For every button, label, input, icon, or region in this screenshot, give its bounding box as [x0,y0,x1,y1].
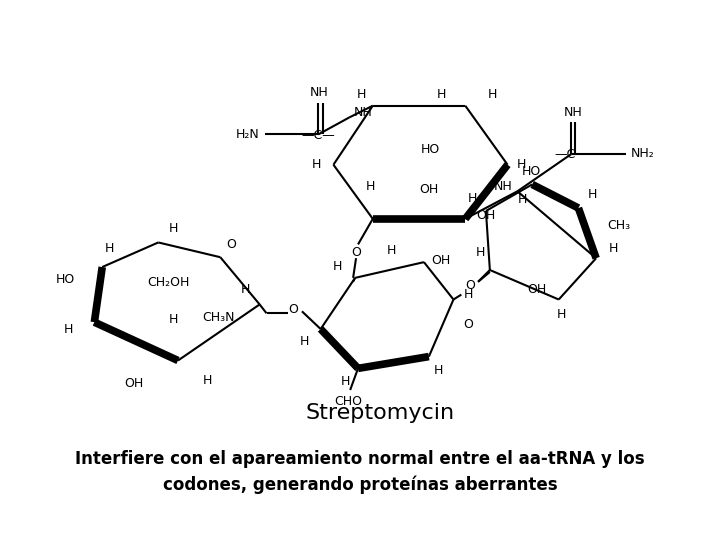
Text: NH: NH [354,106,373,119]
Text: H: H [468,192,477,205]
Text: H: H [168,313,178,326]
Text: —C—: —C— [554,148,588,161]
Text: OH: OH [477,210,496,222]
Text: O: O [226,238,236,251]
Text: —C—: —C— [302,129,336,141]
Text: NH₂: NH₂ [631,147,654,160]
Text: H: H [240,283,250,296]
Text: H: H [557,308,567,321]
Text: H: H [437,89,446,102]
Text: O: O [463,318,473,330]
Text: H: H [463,288,472,301]
Text: NH: NH [564,106,583,119]
Text: CH₂OH: CH₂OH [147,276,189,289]
Text: H: H [300,335,309,348]
Text: H: H [518,193,527,206]
Text: OH: OH [431,254,450,267]
Text: H: H [488,89,498,102]
Text: O: O [288,303,298,316]
Text: H: H [609,242,618,255]
Text: H: H [516,158,526,171]
Text: HO: HO [421,144,441,157]
Text: H: H [434,364,444,377]
Text: H: H [356,89,366,102]
Text: NH: NH [310,86,328,99]
Text: Interfiere con el apareamiento normal entre el aa-tRNA y los: Interfiere con el apareamiento normal en… [75,450,645,468]
Text: OH: OH [419,183,438,196]
Text: O: O [351,246,361,259]
Text: H: H [333,260,342,273]
Text: H: H [168,222,178,235]
Text: H: H [203,374,212,387]
Text: HO: HO [55,273,75,286]
Text: Streptomycin: Streptomycin [305,403,454,423]
Text: codones, generando proteínas aberrantes: codones, generando proteínas aberrantes [163,475,557,494]
Text: CH₃: CH₃ [607,219,630,232]
Text: H: H [311,158,320,171]
Text: H: H [365,180,374,193]
Text: H: H [341,375,350,388]
Text: OH: OH [124,376,143,390]
Text: CH₃N: CH₃N [202,310,235,323]
Text: HO: HO [521,165,541,178]
Text: H: H [104,242,114,255]
Text: H: H [387,244,396,257]
Text: O: O [465,279,475,292]
Text: H: H [588,188,597,201]
Text: H₂N: H₂N [236,128,260,141]
Text: CHO: CHO [334,395,362,408]
Text: H: H [63,322,73,335]
Text: NH: NH [494,180,513,193]
Text: OH: OH [528,283,546,296]
Text: H: H [476,246,485,259]
